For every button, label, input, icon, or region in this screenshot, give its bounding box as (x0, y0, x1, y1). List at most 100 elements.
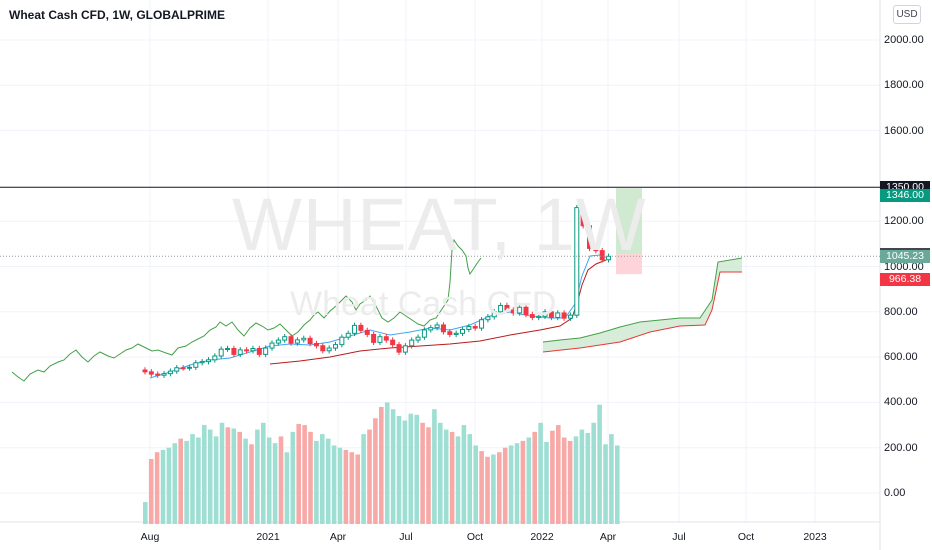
candle-body (542, 311, 548, 317)
candle-body (440, 324, 446, 333)
candle-body (523, 306, 529, 316)
y-tick-label: 0.00 (884, 487, 906, 499)
candle-body (460, 328, 465, 334)
candle-body (307, 337, 313, 345)
symbol-title[interactable]: Wheat Cash CFD, 1W, GLOBALPRIME (9, 8, 226, 22)
volume-bar (178, 438, 183, 524)
candle-body (282, 336, 288, 341)
volume-bar (249, 444, 254, 524)
x-tick-label: Oct (737, 531, 755, 543)
candle-body (174, 367, 180, 372)
candle-body (237, 349, 243, 355)
candle-body (186, 366, 192, 369)
candle-body (517, 306, 523, 314)
volume-bar (243, 438, 248, 524)
currency-button[interactable]: USD (893, 5, 921, 24)
cloud-area (543, 258, 742, 352)
volume-bar (573, 436, 579, 524)
candle-body (339, 336, 345, 346)
price-tag: 1346.00 (880, 189, 930, 203)
y-tick-label: 1600.00 (884, 124, 924, 137)
volume-bar (538, 422, 543, 524)
volume-bar (361, 434, 366, 524)
volume-bar (148, 459, 154, 524)
volume-bar (290, 431, 296, 524)
x-tick-label: 2023 (803, 531, 827, 543)
price-tag: 1045.23 (880, 250, 930, 264)
volume-bar (266, 437, 272, 524)
volume-bar (414, 414, 419, 524)
x-tick-label: Jul (672, 531, 686, 543)
candle-body (326, 347, 332, 352)
volume-bar (520, 440, 526, 524)
volume-bar (455, 436, 461, 524)
volume-bar (349, 452, 355, 524)
volume-bar (426, 427, 431, 524)
volume-bar (154, 452, 160, 524)
volume-bar (561, 437, 567, 524)
candle-body (402, 345, 408, 353)
candle-body (294, 339, 300, 344)
candle-body (263, 347, 269, 355)
volume-bar (261, 422, 266, 524)
stop-zone (616, 254, 642, 275)
candle-body (580, 207, 586, 227)
volume-bar (325, 438, 331, 524)
volume-bar (390, 409, 396, 524)
volume-bar (207, 429, 213, 524)
candle-body (485, 316, 491, 321)
candle-body (434, 324, 440, 329)
y-tick-label: 1000.00 (884, 260, 924, 273)
x-tick-label: 2021 (256, 531, 280, 543)
candle-body (358, 324, 364, 331)
volume-bar (196, 437, 201, 524)
candle-body (377, 336, 383, 343)
volume-bar (532, 431, 537, 524)
volume-bar (396, 415, 402, 524)
candle-body (371, 333, 377, 343)
volume-bar (237, 431, 242, 524)
x-tick-label: Apr (599, 531, 617, 543)
candle-body (225, 347, 231, 350)
volume-bar (579, 429, 585, 524)
cloud-upper-line (542, 257, 743, 343)
y-tick-label: 1800.00 (884, 79, 924, 92)
candle-body (244, 349, 250, 352)
target-zone (616, 188, 642, 255)
volume-bar (514, 443, 520, 524)
volume-bar (272, 443, 278, 524)
candle-body (142, 369, 148, 373)
candle-body (555, 312, 561, 318)
volume-bar (166, 447, 172, 524)
volume-bar (502, 447, 508, 524)
volume-bar (603, 444, 608, 524)
candle-body (428, 327, 434, 331)
candle-body (256, 347, 262, 355)
candle-body (447, 331, 453, 335)
candle-body (390, 339, 396, 346)
volume-bar (408, 413, 414, 524)
candle-body (409, 339, 415, 347)
volume-bar (432, 409, 437, 524)
volume-bar (160, 449, 166, 524)
volume-bar (485, 456, 490, 524)
candle-body (504, 304, 510, 311)
candle-body (313, 343, 319, 347)
candle-body (599, 250, 605, 261)
candle-body (396, 344, 402, 353)
candle-body (491, 311, 497, 318)
candle-body (301, 337, 307, 341)
volume-bar (491, 454, 496, 524)
volume-bar (219, 422, 225, 524)
lagging-span-line (11, 238, 482, 382)
volume-bar (143, 502, 148, 524)
x-tick-label: Apr (329, 531, 347, 543)
candle-body (148, 371, 154, 375)
candle-body (593, 247, 599, 252)
candle-body (548, 311, 554, 318)
x-tick-label: 2022 (530, 531, 554, 543)
volume-bar (443, 429, 449, 524)
volume-bar (479, 451, 484, 524)
candle-body (466, 326, 472, 330)
